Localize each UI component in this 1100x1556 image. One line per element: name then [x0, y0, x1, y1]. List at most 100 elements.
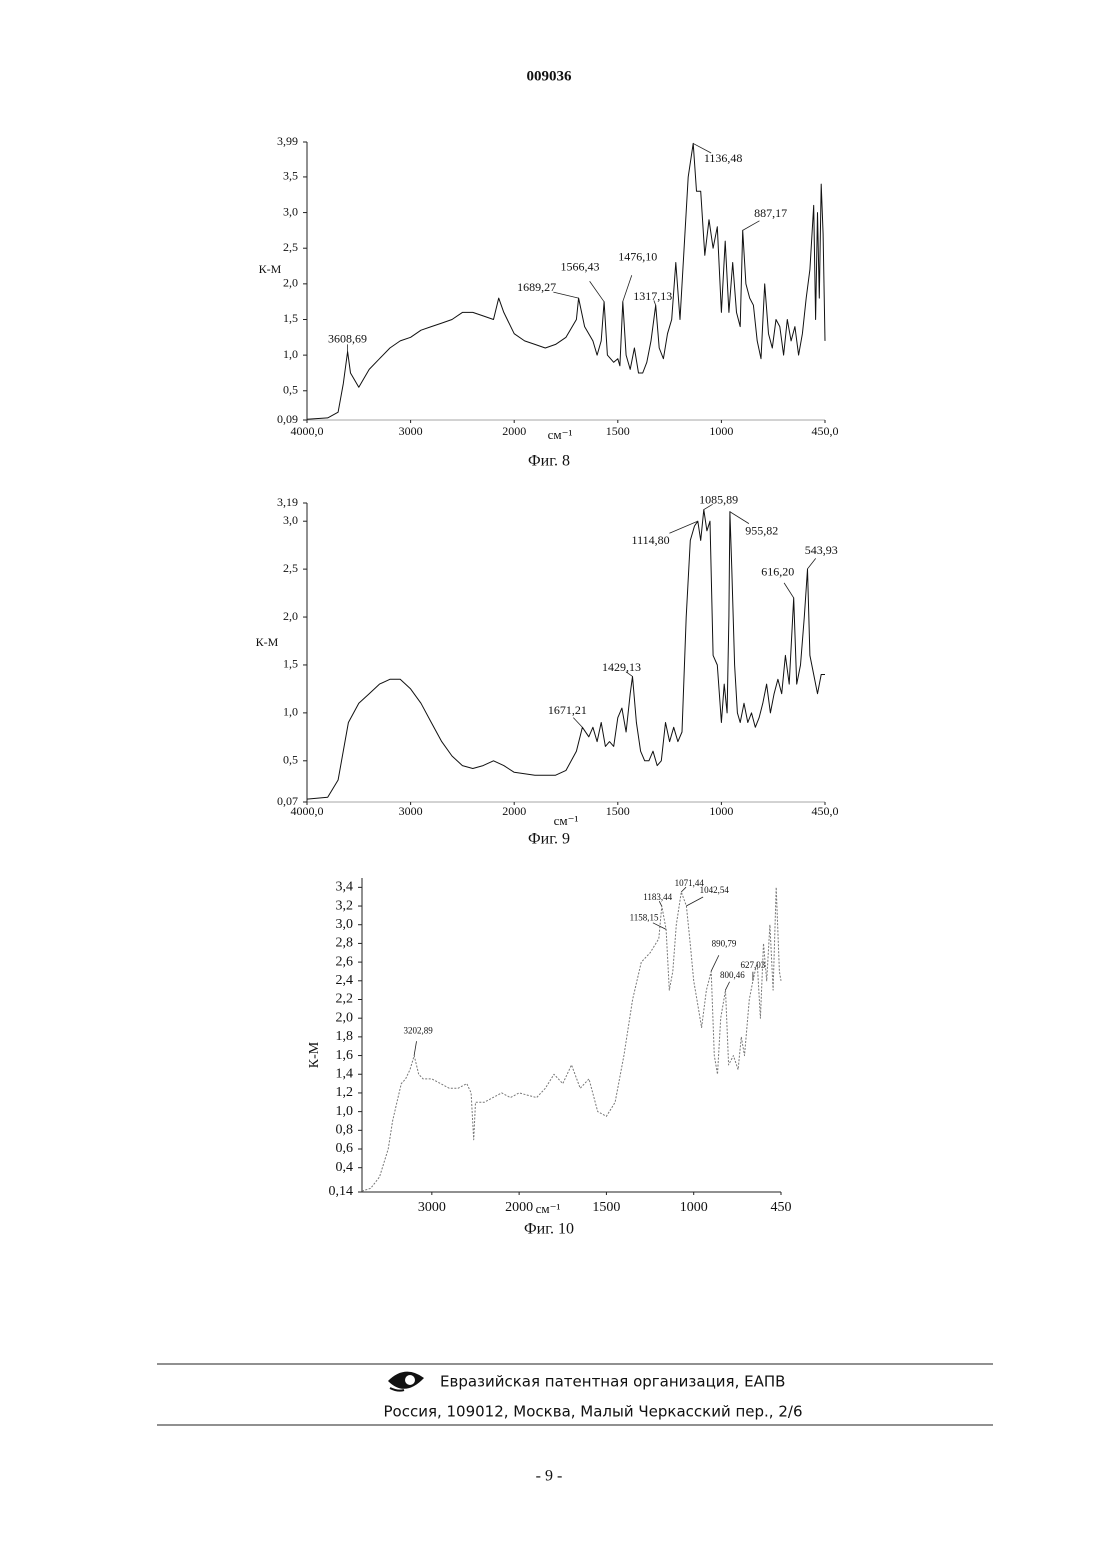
- y-tick-label: 3,4: [336, 880, 354, 895]
- y-tick-label: 0,5: [283, 383, 298, 397]
- y-tick-label: 1,2: [336, 1085, 354, 1100]
- y-tick-label: 2,5: [283, 561, 298, 575]
- y-axis-label: К-М: [259, 262, 282, 276]
- peak-label: 800,46: [720, 970, 745, 980]
- y-tick-label: 3,0: [283, 513, 298, 527]
- annotation-leader: [784, 583, 794, 598]
- x-tick-label: 3000: [399, 804, 423, 818]
- annotation-leader: [807, 558, 815, 569]
- peak-label: 1476,10: [618, 249, 657, 263]
- y-tick-label: 3,19: [277, 495, 298, 509]
- y-tick-label: 1,0: [283, 705, 298, 719]
- x-tick-label: 450: [771, 1200, 792, 1215]
- peak-label: 1042,54: [700, 885, 730, 895]
- y-tick-label: 0,8: [336, 1123, 354, 1138]
- peak-label: 627,03: [741, 960, 766, 970]
- peak-label: 1136,48: [704, 151, 743, 165]
- peak-label: 1158,15: [630, 912, 659, 922]
- y-tick-label: 2,5: [283, 240, 298, 254]
- y-tick-label: 3,0: [336, 917, 354, 932]
- annotation-leader: [743, 221, 760, 231]
- x-tick-label: 4000,0: [291, 424, 324, 438]
- figure-caption: Фиг. 10: [524, 1221, 574, 1238]
- peak-label: 1183,44: [643, 892, 672, 902]
- x-tick-label: 1500: [606, 424, 630, 438]
- figure-caption: Фиг. 9: [528, 831, 570, 848]
- chart: 0,070,51,01,52,02,53,03,194000,030002000…: [256, 492, 839, 847]
- annotation-leader: [730, 512, 749, 524]
- peak-label: 1114,80: [632, 533, 670, 547]
- peak-label: 1689,27: [517, 280, 556, 294]
- y-tick-label: 1,5: [283, 311, 298, 325]
- y-tick-label: 2,0: [336, 1010, 354, 1025]
- x-axis-label: см⁻¹: [554, 813, 579, 828]
- x-tick-label: 1500: [592, 1200, 620, 1215]
- x-tick-label: 2000: [505, 1200, 533, 1215]
- x-axis-label: см⁻¹: [548, 427, 573, 442]
- y-tick-label: 1,8: [336, 1029, 354, 1044]
- peak-label: 1085,89: [699, 492, 738, 506]
- x-tick-label: 3000: [399, 424, 423, 438]
- annotation-leader: [686, 897, 703, 906]
- y-tick-label: 2,8: [336, 936, 354, 951]
- peak-label: 1317,13: [633, 289, 672, 303]
- y-tick-label: 3,0: [283, 204, 298, 218]
- y-tick-label: 1,4: [336, 1066, 354, 1081]
- x-tick-label: 450,0: [812, 424, 839, 438]
- annotation-leader: [553, 292, 578, 298]
- annotation-leader: [711, 955, 719, 971]
- y-tick-label: 2,0: [283, 276, 298, 290]
- y-tick-label: 2,4: [336, 973, 354, 988]
- spectrum-line: [307, 510, 825, 799]
- y-tick-label: 3,2: [336, 898, 354, 913]
- x-tick-label: 450,0: [812, 804, 839, 818]
- y-tick-label: 2,0: [283, 609, 298, 623]
- y-tick-label: 0,14: [329, 1184, 354, 1199]
- doc-number: 009036: [527, 68, 573, 84]
- y-tick-label: 3,5: [283, 169, 298, 183]
- y-tick-label: 2,2: [336, 992, 354, 1007]
- figure-caption: Фиг. 8: [528, 453, 570, 470]
- chart: 0,090,51,01,52,02,53,03,53,994000,030002…: [259, 134, 839, 470]
- y-tick-label: 0,6: [336, 1141, 354, 1156]
- spectrum-line: [307, 143, 825, 419]
- annotation-leader: [590, 281, 604, 301]
- y-tick-label: 1,0: [283, 347, 298, 361]
- y-tick-label: 1,6: [336, 1048, 354, 1063]
- y-axis-label: К-М: [307, 1041, 322, 1068]
- y-tick-label: 1,0: [336, 1104, 354, 1119]
- y-tick-label: 1,5: [283, 657, 298, 671]
- y-tick-label: 3,99: [277, 134, 298, 148]
- annotation-leader: [725, 982, 729, 990]
- x-tick-label: 2000: [502, 424, 526, 438]
- footer-address: Россия, 109012, Москва, Малый Черкасский…: [383, 1403, 802, 1421]
- x-tick-label: 2000: [502, 804, 526, 818]
- x-tick-label: 1000: [680, 1200, 708, 1215]
- peak-label: 3202,89: [403, 1026, 433, 1036]
- x-tick-label: 1000: [709, 804, 733, 818]
- annotation-leader: [414, 1041, 416, 1055]
- peak-label: 1429,13: [602, 660, 641, 674]
- peak-label: 1566,43: [561, 259, 600, 273]
- spectrum-line: [362, 887, 781, 1191]
- page: 009036 Евразийская патентная организация…: [0, 0, 1100, 1556]
- y-tick-label: 2,6: [336, 954, 354, 969]
- peak-label: 616,20: [761, 565, 794, 579]
- y-axis-label: К-М: [256, 635, 279, 649]
- y-tick-label: 0,5: [283, 753, 298, 767]
- annotation-leader: [623, 275, 632, 301]
- logo: [388, 1372, 424, 1391]
- annotation-leader: [573, 718, 582, 728]
- peak-label: 890,79: [712, 939, 737, 949]
- peak-label: 955,82: [745, 523, 778, 537]
- x-tick-label: 3000: [418, 1200, 446, 1215]
- peak-label: 3608,69: [328, 331, 367, 345]
- peak-label: 1671,21: [548, 703, 587, 717]
- x-tick-label: 1500: [606, 804, 630, 818]
- chart: 0,140,40,60,81,01,21,41,61,82,02,22,42,6…: [307, 878, 791, 1238]
- x-tick-label: 1000: [709, 424, 733, 438]
- peak-label: 543,93: [805, 543, 838, 557]
- peak-label: 887,17: [754, 206, 787, 220]
- annotation-leader: [653, 923, 666, 930]
- x-axis-label: см⁻¹: [536, 1201, 561, 1216]
